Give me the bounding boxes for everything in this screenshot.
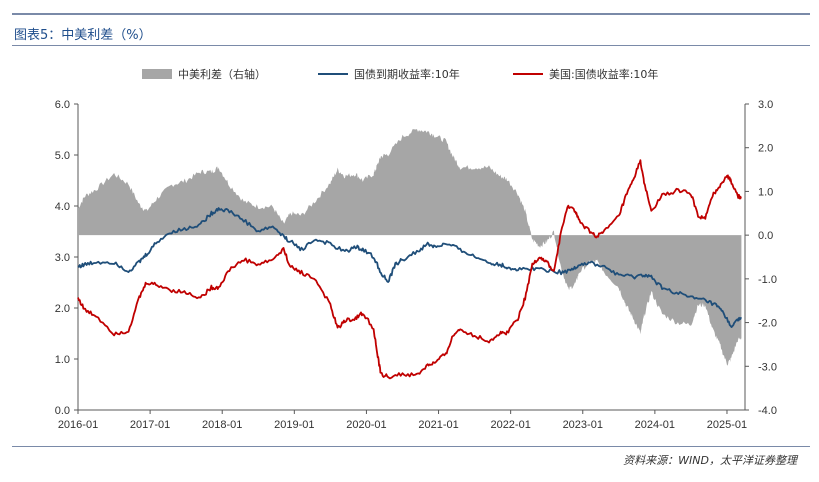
right-tick-label: 0.0 <box>758 230 773 242</box>
right-tick-label: -2.0 <box>758 318 777 330</box>
left-tick-label: 6.0 <box>55 99 70 111</box>
x-tick-label: 2020-01 <box>346 419 386 431</box>
right-tick-label: -1.0 <box>758 274 777 286</box>
right-tick-label: -3.0 <box>758 361 777 373</box>
right-tick-label: 1.0 <box>758 186 773 198</box>
x-tick-label: 2016-01 <box>58 419 98 431</box>
legend-swatch-spread <box>142 69 172 79</box>
x-tick-label: 2018-01 <box>202 419 242 431</box>
right-tick-label: 2.0 <box>758 143 773 155</box>
figure-title: 图表5：中美利差（%） <box>14 28 152 43</box>
x-tick-label: 2017-01 <box>130 419 170 431</box>
left-tick-label: 1.0 <box>55 354 70 366</box>
bottom-rule <box>12 446 810 447</box>
source-note: 资料来源：WIND，太平洋证券整理 <box>623 454 797 467</box>
left-tick-label: 3.0 <box>55 252 70 264</box>
legend-label: 国债到期收益率:10年 <box>354 67 460 81</box>
x-tick-label: 2019-01 <box>274 419 314 431</box>
title-rule <box>12 45 810 46</box>
x-tick-label: 2024-01 <box>635 419 675 431</box>
right-tick-label: -4.0 <box>758 405 777 417</box>
x-tick-label: 2025-01 <box>707 419 747 431</box>
legend-label: 美国:国债收益率:10年 <box>549 67 658 81</box>
left-tick-label: 2.0 <box>55 303 70 315</box>
top-rule <box>12 13 810 15</box>
right-tick-label: 3.0 <box>758 99 773 111</box>
x-tick-label: 2023-01 <box>563 419 603 431</box>
legend-label: 中美利差（右轴） <box>178 67 266 81</box>
series-spread-area <box>78 129 742 366</box>
left-tick-label: 5.0 <box>55 150 70 162</box>
x-tick-label: 2022-01 <box>490 419 530 431</box>
series-cn-10y-line <box>77 207 742 328</box>
left-tick-label: 0.0 <box>55 405 70 417</box>
left-tick-label: 4.0 <box>55 201 70 213</box>
x-tick-label: 2021-01 <box>418 419 458 431</box>
series-us-10y-line <box>77 159 742 380</box>
